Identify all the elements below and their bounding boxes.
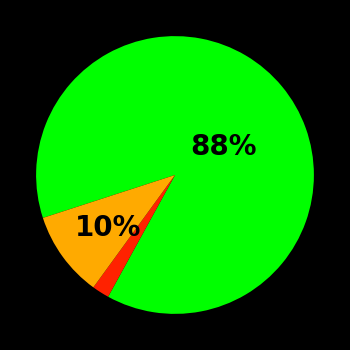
Text: 88%: 88%	[190, 133, 257, 161]
Wedge shape	[43, 175, 175, 287]
Wedge shape	[93, 175, 175, 297]
Wedge shape	[36, 36, 314, 314]
Text: 10%: 10%	[75, 214, 141, 242]
